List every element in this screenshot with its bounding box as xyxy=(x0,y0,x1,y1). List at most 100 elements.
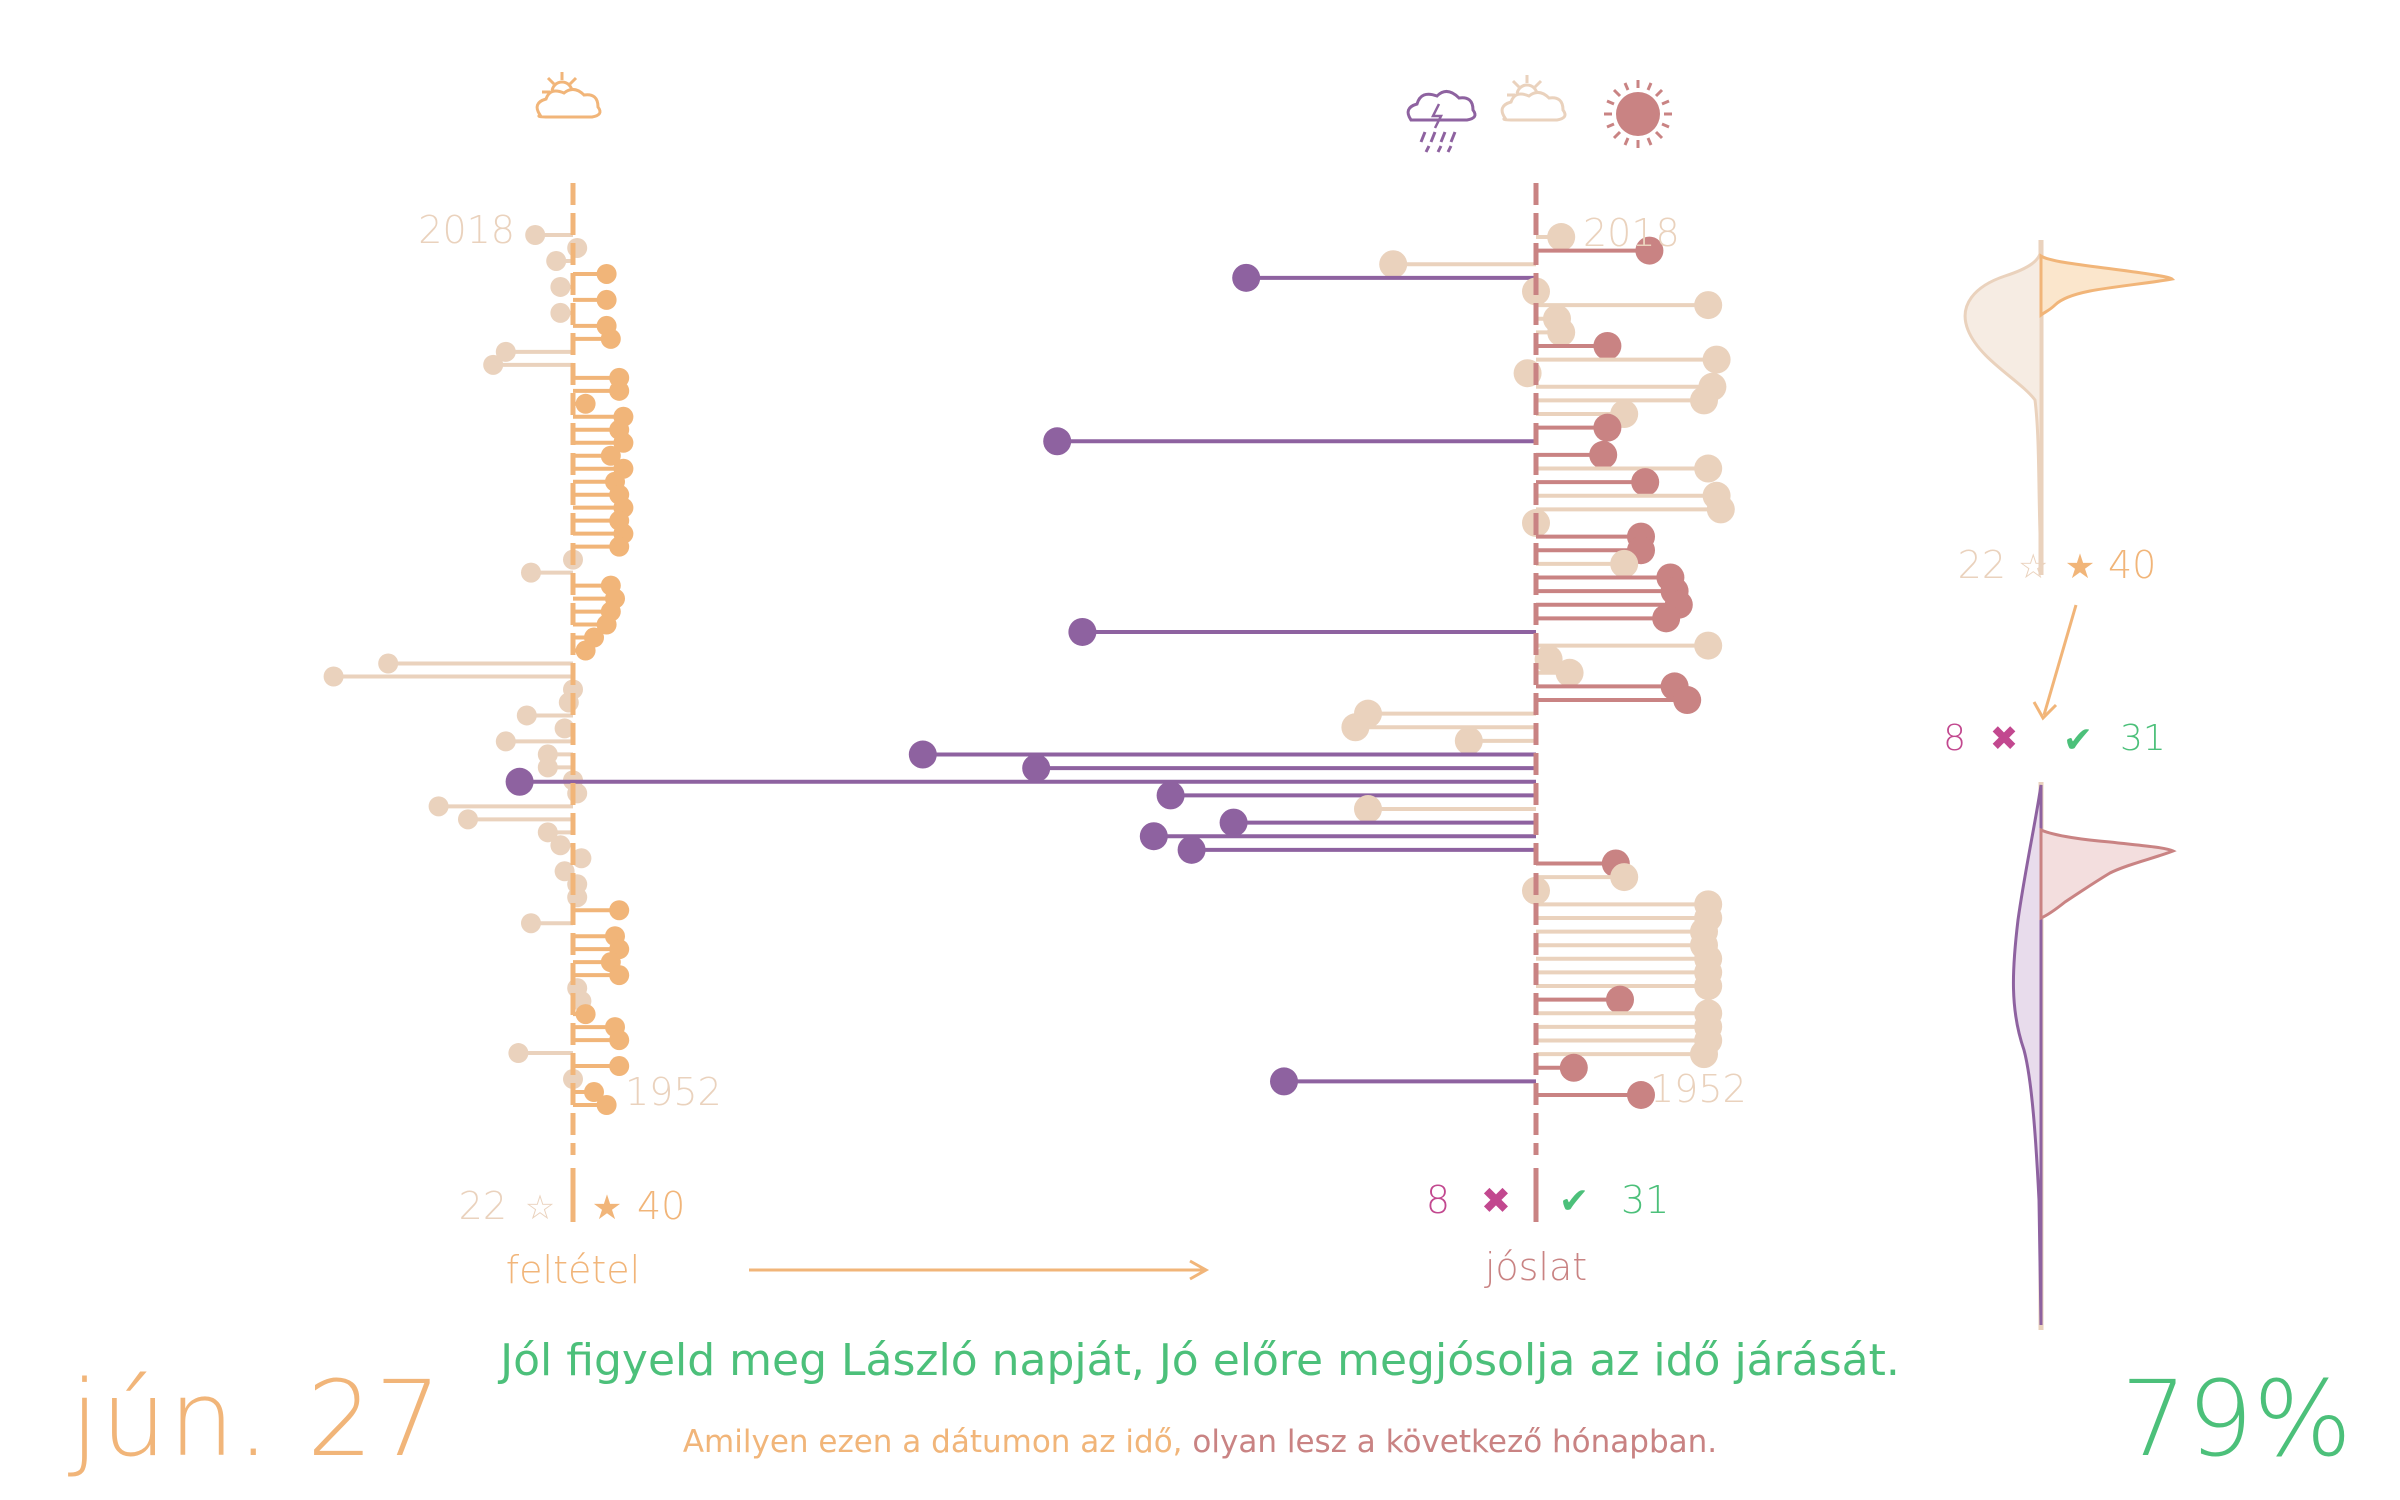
lollipop-point xyxy=(323,666,344,687)
left-count-empty: 22 xyxy=(459,1184,507,1228)
lollipop-point xyxy=(495,341,516,362)
lollipop-point xyxy=(596,289,617,310)
lollipop-point xyxy=(1534,645,1563,674)
lollipop-point xyxy=(609,536,630,557)
lollipop-point xyxy=(1219,808,1248,837)
side-count-empty: 22 xyxy=(1958,543,2006,587)
lollipop-point xyxy=(558,692,579,713)
lollipop-point xyxy=(567,783,588,804)
lollipop-point xyxy=(505,767,534,796)
lollipop-point xyxy=(428,796,449,817)
sun-icon xyxy=(1604,80,1672,148)
lollipop-point xyxy=(1341,713,1370,742)
proverb-text: Jól figyeld meg László napját, Jó előre … xyxy=(500,1335,1900,1386)
side-count-wrong: 8 xyxy=(1943,718,1966,759)
lollipop-point xyxy=(567,237,588,258)
lollipop-point xyxy=(1610,549,1639,578)
lollipop-point xyxy=(609,965,630,986)
lollipop-point xyxy=(1139,822,1168,851)
lollipop-point xyxy=(908,740,937,769)
lollipop-point xyxy=(1627,1081,1655,1109)
lollipop-point xyxy=(575,393,596,414)
density-condition xyxy=(1963,240,2176,575)
lollipop-point xyxy=(1043,427,1072,456)
side-count-full: 40 xyxy=(2108,543,2156,587)
partly-cloudy-icon xyxy=(535,72,602,119)
lollipop-point xyxy=(550,302,571,323)
lollipop-point xyxy=(1694,972,1723,1001)
lollipop-point xyxy=(550,835,571,856)
right-count-right: 31 xyxy=(1621,1178,1669,1222)
lollipop-point xyxy=(525,225,546,245)
explanation-text: Amilyen ezen a dátumon az idő, olyan les… xyxy=(0,1424,2400,1460)
lollipop-point xyxy=(613,432,634,453)
date-label: jún. 27 xyxy=(70,1358,444,1480)
left-count-full: 40 xyxy=(637,1184,685,1228)
check-icon: ✔ xyxy=(1559,1181,1589,1222)
lollipop-point xyxy=(546,250,567,271)
lollipop-point xyxy=(495,731,516,752)
lollipop-point xyxy=(1547,223,1576,251)
lollipop-point xyxy=(483,354,504,375)
side-cross-icon: ✖ xyxy=(1990,719,2019,759)
star-empty-icon: ☆ xyxy=(525,1188,555,1228)
condition-label: feltétel xyxy=(506,1248,640,1292)
right-year-bottom: 1952 xyxy=(1650,1067,1747,1111)
cross-icon: ✖ xyxy=(1481,1181,1511,1222)
right-lollipop-series xyxy=(505,223,1735,1109)
side-check-icon: ✔ xyxy=(2063,720,2093,761)
explanation-part2: olyan lesz a következő hónapban. xyxy=(1192,1424,1718,1460)
partly-cloudy-icon xyxy=(1500,75,1567,122)
lollipop-point xyxy=(1606,985,1634,1014)
side-star-full-icon: ★ xyxy=(2065,547,2095,587)
lollipop-point xyxy=(1706,495,1735,524)
side-count-right: 31 xyxy=(2120,718,2166,759)
lollipop-point xyxy=(1022,754,1051,783)
lollipop-point xyxy=(1593,331,1622,360)
lollipop-point xyxy=(458,809,478,830)
lollipop-point xyxy=(550,276,571,297)
lollipop-point xyxy=(609,1030,630,1051)
lollipop-point xyxy=(1610,863,1639,892)
lollipop-point xyxy=(1694,631,1723,660)
lollipop-point xyxy=(1635,236,1664,265)
lollipop-point xyxy=(1690,386,1718,415)
arrow-right-icon xyxy=(749,1259,1210,1281)
lollipop-point xyxy=(609,900,630,921)
lollipop-point xyxy=(1652,604,1681,633)
lollipop-point xyxy=(554,718,575,739)
lollipop-point xyxy=(1454,726,1483,755)
lollipop-point xyxy=(567,887,588,908)
lollipop-point xyxy=(1177,835,1206,864)
lollipop-point xyxy=(563,1069,583,1090)
lollipop-point xyxy=(571,848,592,869)
prediction-label: jóslat xyxy=(1484,1245,1587,1289)
lollipop-point xyxy=(537,757,558,778)
lollipop-point xyxy=(1589,440,1618,469)
lollipop-point xyxy=(596,263,617,284)
lollipop-point xyxy=(516,705,537,726)
lollipop-point xyxy=(378,653,399,674)
storm-icon xyxy=(1406,90,1477,153)
lollipop-point xyxy=(554,861,575,882)
left-year-bottom: 1952 xyxy=(625,1070,722,1114)
lollipop-point xyxy=(1068,617,1097,646)
lollipop-point xyxy=(1631,468,1660,497)
lollipop-point xyxy=(609,380,630,401)
lollipop-point xyxy=(1354,795,1382,823)
lollipop-point xyxy=(1694,454,1723,483)
lollipop-point xyxy=(609,1056,630,1077)
lollipop-point xyxy=(1690,1040,1718,1069)
right-year-top: 2018 xyxy=(1583,211,1680,255)
lollipop-point xyxy=(1702,345,1731,374)
lollipop-point xyxy=(508,1043,529,1064)
lollipop-point xyxy=(600,328,621,349)
lollipop-point xyxy=(1555,658,1584,687)
arrow-down-icon xyxy=(2032,604,2078,721)
lollipop-point xyxy=(521,562,541,583)
lollipop-point xyxy=(584,1082,604,1103)
lollipop-point xyxy=(575,640,596,661)
lollipop-point xyxy=(1673,686,1702,715)
density-prediction xyxy=(2011,782,2177,1330)
